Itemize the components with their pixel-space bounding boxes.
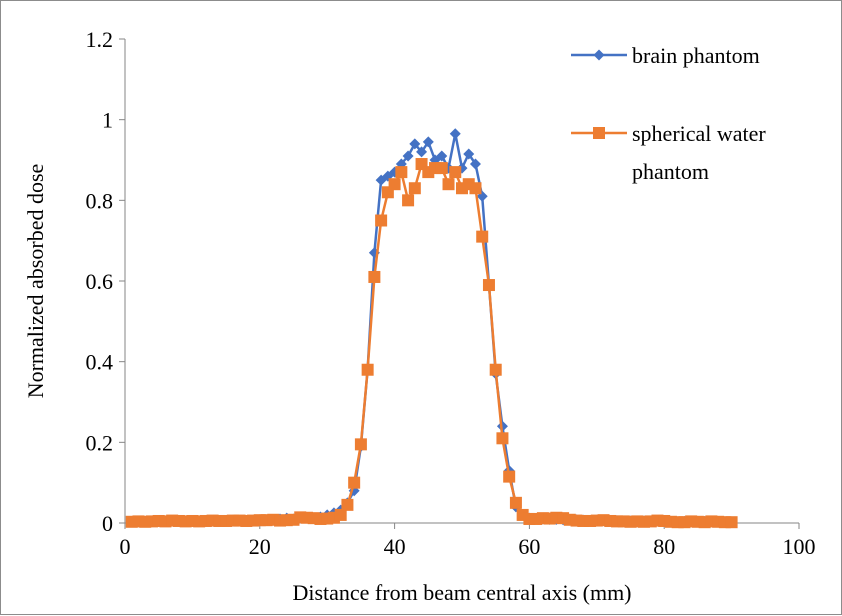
y-tick-label: 0 (102, 511, 113, 536)
legend: brain phantom spherical water phantom (571, 43, 766, 184)
legend-label: spherical water (632, 121, 766, 146)
legend-label: phantom (632, 159, 709, 184)
y-axis-title: Normalized absorbed dose (23, 164, 48, 399)
data-point (125, 515, 138, 528)
data-point (341, 498, 354, 511)
data-point (375, 214, 388, 227)
ticks: 0 0.2 0.4 0.6 0.8 1 1.2 0 20 40 60 80 100 (86, 27, 816, 559)
series-layer (125, 128, 738, 529)
legend-marker (593, 49, 605, 61)
data-point (435, 162, 448, 175)
data-point (496, 432, 509, 445)
data-point (368, 270, 381, 283)
legend-label: brain phantom (632, 43, 760, 68)
y-tick-label: 1 (102, 108, 113, 133)
data-point (482, 279, 495, 292)
data-point (503, 470, 516, 483)
y-tick-label: 1.2 (86, 27, 114, 52)
axes (124, 39, 799, 524)
data-point (449, 166, 462, 179)
data-point (463, 148, 475, 160)
legend-marker (593, 127, 605, 139)
data-point (422, 136, 434, 148)
x-tick-label: 80 (653, 534, 675, 559)
y-tick-label: 0.2 (86, 430, 114, 455)
data-point (402, 150, 414, 162)
data-point (395, 166, 408, 179)
x-tick-label: 60 (518, 534, 540, 559)
y-tick-label: 0.4 (86, 350, 114, 375)
data-point (725, 516, 738, 529)
series-line (131, 132, 732, 524)
data-point (354, 438, 367, 451)
legend-item: brain phantom (571, 43, 760, 68)
data-point (348, 476, 361, 489)
data-point (402, 194, 415, 207)
data-point (253, 514, 266, 527)
data-point (416, 146, 428, 158)
data-point (408, 182, 421, 195)
data-point (361, 363, 374, 376)
data-point (509, 496, 522, 509)
data-point (388, 178, 401, 191)
y-tick-label: 0.6 (86, 269, 114, 294)
legend-item: spherical water phantom (571, 121, 766, 184)
series-brain-phantom (126, 128, 738, 528)
data-point (469, 182, 482, 195)
series-line (131, 162, 732, 524)
data-point (489, 363, 502, 376)
x-tick-label: 100 (783, 534, 816, 559)
y-tick-label: 0.8 (86, 188, 114, 213)
data-point (442, 178, 455, 191)
data-point (334, 508, 347, 521)
data-point (409, 138, 421, 150)
data-point (449, 128, 461, 140)
data-point (476, 230, 489, 243)
data-point (469, 158, 481, 170)
x-tick-label: 0 (120, 534, 131, 559)
series-spherical-water-phantom (125, 158, 738, 529)
x-tick-label: 20 (249, 534, 271, 559)
x-tick-label: 40 (384, 534, 406, 559)
x-axis-title: Distance from beam central axis (mm) (292, 580, 631, 605)
data-point (436, 150, 448, 162)
